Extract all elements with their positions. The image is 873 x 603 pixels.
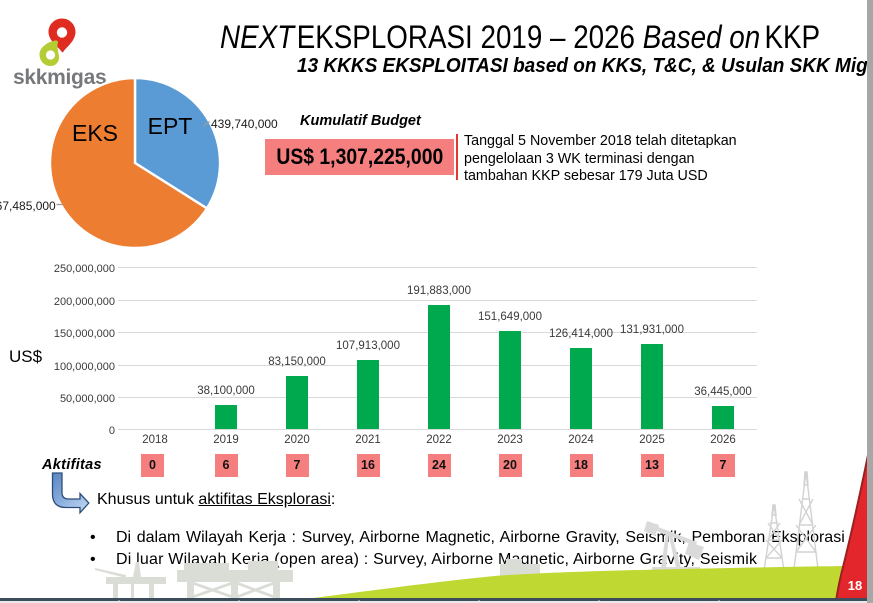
svg-text:18: 18 bbox=[848, 578, 862, 593]
svg-text:EPT: EPT bbox=[148, 113, 193, 139]
svg-text:EKS: EKS bbox=[72, 120, 118, 146]
svg-text:skkmigas: skkmigas bbox=[13, 66, 106, 89]
